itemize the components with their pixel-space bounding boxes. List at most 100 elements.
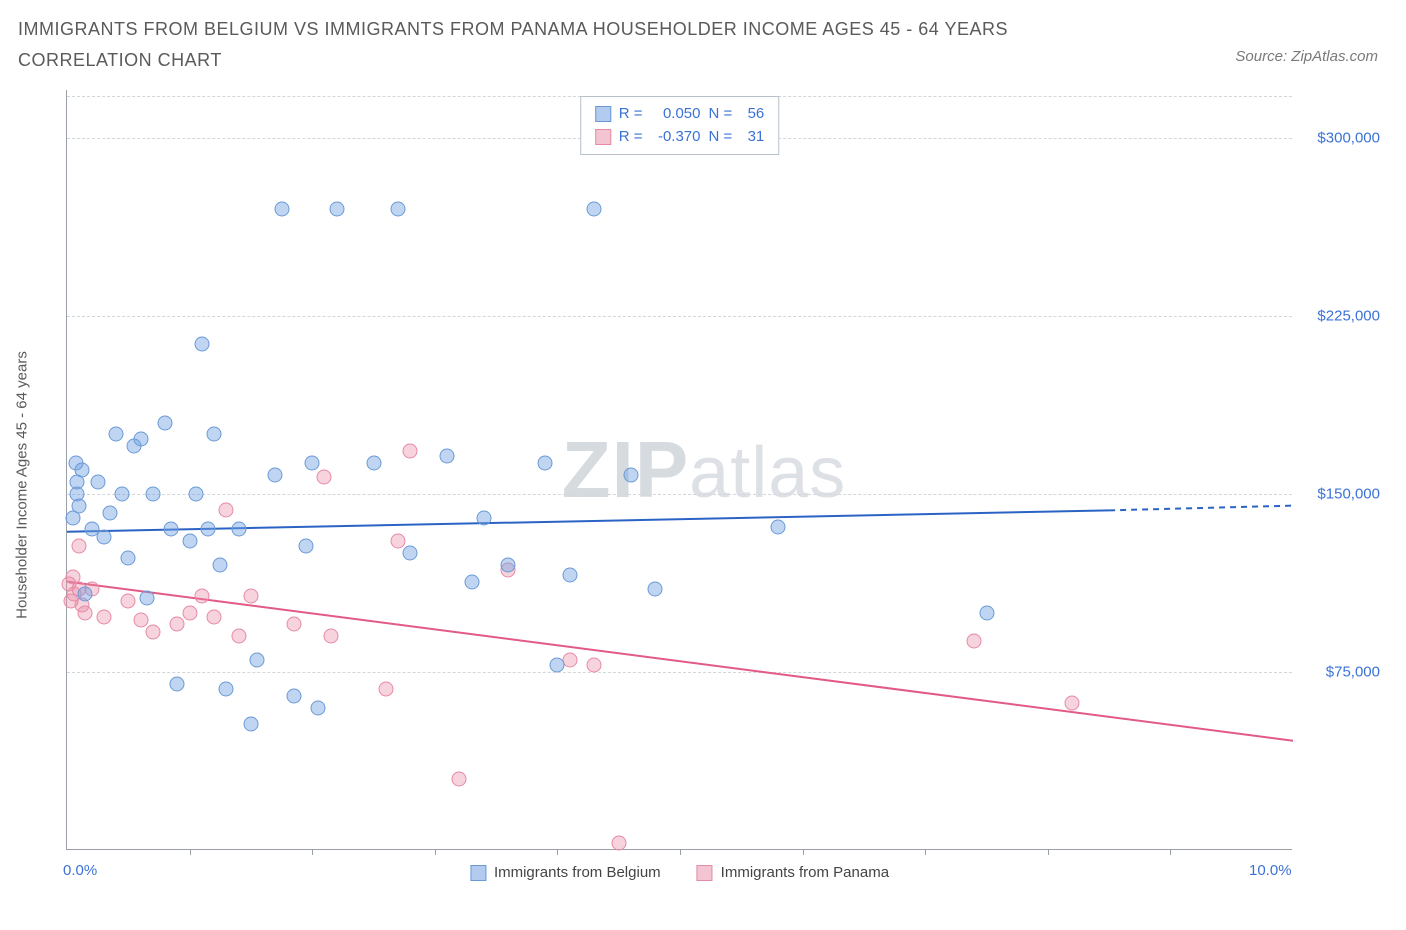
y-tick-label: $150,000 <box>1300 485 1380 502</box>
series-legend: Immigrants from Belgium Immigrants from … <box>470 864 889 881</box>
point-belgium <box>250 653 265 668</box>
point-panama <box>317 470 332 485</box>
point-belgium <box>219 681 234 696</box>
x-tick <box>925 849 926 855</box>
point-belgium <box>538 455 553 470</box>
point-belgium <box>213 558 228 573</box>
point-belgium <box>109 427 124 442</box>
point-panama <box>96 610 111 625</box>
point-panama <box>1065 695 1080 710</box>
point-belgium <box>476 510 491 525</box>
point-belgium <box>305 455 320 470</box>
point-belgium <box>464 574 479 589</box>
y-tick-label: $300,000 <box>1300 129 1380 146</box>
point-panama <box>403 444 418 459</box>
point-panama <box>611 835 626 850</box>
point-belgium <box>440 448 455 463</box>
x-tick <box>803 849 804 855</box>
chart-title: IMMIGRANTS FROM BELGIUM VS IMMIGRANTS FR… <box>0 0 1100 75</box>
legend-n-label: N = <box>709 103 733 126</box>
point-belgium <box>102 505 117 520</box>
point-panama <box>391 534 406 549</box>
point-belgium <box>329 201 344 216</box>
point-belgium <box>243 717 258 732</box>
point-belgium <box>299 539 314 554</box>
point-belgium <box>158 415 173 430</box>
source-name: ZipAtlas.com <box>1291 48 1378 65</box>
point-panama <box>587 657 602 672</box>
point-panama <box>207 610 222 625</box>
point-belgium <box>979 605 994 620</box>
point-panama <box>121 593 136 608</box>
point-belgium <box>550 657 565 672</box>
point-belgium <box>90 474 105 489</box>
point-belgium <box>164 522 179 537</box>
point-belgium <box>311 700 326 715</box>
legend-n-label: N = <box>709 126 733 149</box>
y-axis-label: Householder Income Ages 45 - 64 years <box>14 351 31 619</box>
point-belgium <box>771 520 786 535</box>
point-belgium <box>391 201 406 216</box>
point-belgium <box>194 337 209 352</box>
swatch-belgium <box>470 865 486 881</box>
point-belgium <box>145 486 160 501</box>
point-belgium <box>74 463 89 478</box>
x-tick <box>312 849 313 855</box>
point-panama <box>452 771 467 786</box>
point-belgium <box>366 455 381 470</box>
point-belgium <box>139 591 154 606</box>
point-belgium <box>501 558 516 573</box>
point-belgium <box>587 201 602 216</box>
x-tick <box>190 849 191 855</box>
point-belgium <box>182 534 197 549</box>
point-belgium <box>286 688 301 703</box>
gridline <box>67 316 1292 317</box>
swatch-panama <box>697 865 713 881</box>
point-belgium <box>268 467 283 482</box>
point-belgium <box>648 581 663 596</box>
legend-item-panama: Immigrants from Panama <box>697 864 889 881</box>
point-belgium <box>403 546 418 561</box>
legend-label-panama: Immigrants from Panama <box>721 864 889 881</box>
panama-r: -0.370 <box>651 126 701 149</box>
point-panama <box>286 617 301 632</box>
point-panama <box>133 612 148 627</box>
legend-r-label: R = <box>619 103 643 126</box>
x-tick <box>1170 849 1171 855</box>
point-belgium <box>231 522 246 537</box>
legend-label-belgium: Immigrants from Belgium <box>494 864 661 881</box>
point-belgium <box>170 676 185 691</box>
point-panama <box>219 503 234 518</box>
point-belgium <box>121 550 136 565</box>
source-attribution: Source: ZipAtlas.com <box>1235 48 1378 65</box>
point-panama <box>145 624 160 639</box>
point-panama <box>243 588 258 603</box>
belgium-n: 56 <box>740 103 764 126</box>
x-tick-label: 0.0% <box>63 862 97 879</box>
x-tick <box>680 849 681 855</box>
x-tick <box>1048 849 1049 855</box>
swatch-panama <box>595 129 611 145</box>
point-belgium <box>562 567 577 582</box>
legend-row-panama: R = -0.370 N = 31 <box>595 126 765 149</box>
point-belgium <box>115 486 130 501</box>
point-panama <box>78 605 93 620</box>
point-panama <box>967 634 982 649</box>
belgium-r: 0.050 <box>651 103 701 126</box>
swatch-belgium <box>595 106 611 122</box>
point-belgium <box>623 467 638 482</box>
source-prefix: Source: <box>1235 48 1291 65</box>
legend-r-label: R = <box>619 126 643 149</box>
chart-container: Householder Income Ages 45 - 64 years ZI… <box>42 90 1382 880</box>
point-belgium <box>96 529 111 544</box>
stats-legend: R = 0.050 N = 56 R = -0.370 N = 31 <box>580 96 780 155</box>
point-belgium <box>200 522 215 537</box>
point-panama <box>378 681 393 696</box>
legend-row-belgium: R = 0.050 N = 56 <box>595 103 765 126</box>
point-panama <box>170 617 185 632</box>
point-panama <box>182 605 197 620</box>
plot-area: ZIPatlas R = 0.050 N = 56 R = -0.370 N =… <box>66 90 1292 850</box>
gridline <box>67 494 1292 495</box>
point-belgium <box>78 586 93 601</box>
point-belgium <box>207 427 222 442</box>
